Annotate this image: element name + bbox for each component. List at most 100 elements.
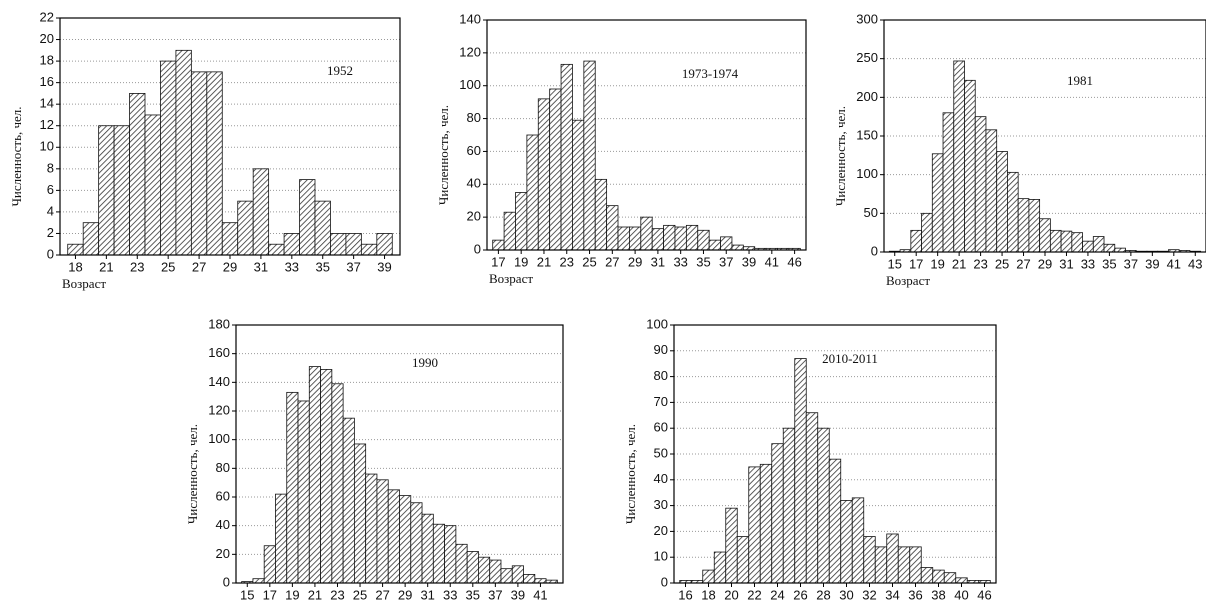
x-tick-label: 35 (1102, 256, 1116, 271)
bar (376, 479, 389, 584)
bar (931, 153, 944, 253)
bar (932, 569, 945, 584)
x-tick-label: 31 (1059, 256, 1073, 271)
bar (252, 578, 265, 584)
bar (503, 211, 516, 251)
y-tick-label: 14 (40, 96, 54, 111)
bar (794, 358, 807, 584)
bar (286, 391, 299, 584)
y-tick-label: 90 (654, 342, 668, 357)
x-tick-label: 40 (954, 587, 968, 602)
x-tick-label: 20 (724, 587, 738, 602)
annotation: 1981 (1067, 73, 1093, 88)
x-tick-label: 41 (1167, 256, 1181, 271)
x-tick-label: 29 (398, 587, 412, 602)
x-tick-label: 36 (908, 587, 922, 602)
x-tick-label: 35 (696, 254, 710, 269)
bar (1017, 198, 1030, 253)
x-tick-label: 24 (770, 587, 784, 602)
x-tick-label: 31 (254, 259, 268, 274)
bar (874, 546, 888, 584)
bar (1092, 236, 1105, 253)
bar (526, 134, 539, 251)
bar (985, 129, 998, 253)
x-axis-label: Возраст (62, 276, 106, 291)
x-tick-label: 41 (765, 254, 779, 269)
bar (353, 443, 367, 584)
bar (466, 551, 479, 584)
x-tick-label: 21 (308, 587, 322, 602)
x-tick-label: 37 (1124, 256, 1138, 271)
x-tick-label: 46 (977, 587, 991, 602)
x-tick-label: 27 (192, 259, 206, 274)
x-tick-label: 32 (862, 587, 876, 602)
y-tick-label: 20 (216, 546, 230, 561)
y-tick-label: 40 (216, 517, 230, 532)
annotation: 1973-1974 (682, 66, 739, 81)
bar (1028, 199, 1041, 253)
bar (67, 243, 84, 256)
bar (511, 565, 524, 584)
x-tick-label: 18 (68, 259, 82, 274)
x-tick-label: 31 (420, 587, 434, 602)
bar (160, 60, 177, 256)
y-tick-label: 80 (216, 460, 230, 475)
bar (360, 243, 378, 256)
x-tick-label: 30 (839, 587, 853, 602)
y-tick-label: 6 (47, 182, 54, 197)
bar (921, 212, 933, 253)
bar (840, 500, 853, 584)
y-tick-label: 4 (47, 203, 54, 218)
y-tick-label: 0 (661, 574, 668, 589)
bar (910, 229, 922, 253)
bar (651, 228, 664, 251)
bar (299, 179, 316, 256)
x-tick-label: 39 (511, 587, 525, 602)
bar (345, 233, 362, 256)
x-tick-label: 23 (560, 254, 574, 269)
y-tick-label: 18 (40, 53, 54, 68)
x-tick-label: 39 (742, 254, 756, 269)
bar (782, 427, 796, 584)
bar (534, 578, 547, 584)
bar (953, 60, 965, 253)
bar (275, 493, 288, 584)
bar (478, 556, 491, 584)
y-tick-label: 22 (40, 9, 54, 24)
bar (697, 229, 710, 251)
x-tick-label: 29 (628, 254, 642, 269)
x-tick-label: 46 (787, 254, 801, 269)
bar (283, 233, 300, 256)
y-tick-label: 120 (208, 402, 230, 417)
x-tick-label: 35 (315, 259, 329, 274)
y-tick-label: 40 (467, 176, 481, 191)
x-tick-label: 17 (263, 587, 277, 602)
bar (308, 366, 321, 584)
y-tick-label: 200 (856, 89, 878, 104)
x-tick-label: 37 (719, 254, 733, 269)
plot-frame (59, 17, 401, 256)
bar (828, 458, 842, 584)
y-tick-label: 100 (459, 77, 481, 92)
bar (920, 567, 934, 584)
y-tick-label: 160 (208, 345, 230, 360)
bar (206, 71, 223, 256)
bar (640, 216, 653, 251)
y-tick-label: 16 (40, 74, 54, 89)
bar (560, 63, 573, 251)
bar (331, 383, 344, 584)
y-tick-label: 80 (467, 110, 481, 125)
y-tick-label: 150 (856, 127, 878, 142)
bar (851, 497, 865, 584)
x-tick-label: 27 (1016, 256, 1030, 271)
bar (759, 463, 773, 584)
bar (410, 502, 423, 584)
y-tick-label: 0 (47, 246, 54, 261)
bar (725, 507, 738, 584)
bar (365, 473, 378, 584)
x-tick-label: 19 (930, 256, 944, 271)
bar (252, 168, 270, 256)
x-tick-label: 31 (651, 254, 665, 269)
bar (432, 523, 446, 584)
y-tick-label: 30 (654, 497, 668, 512)
